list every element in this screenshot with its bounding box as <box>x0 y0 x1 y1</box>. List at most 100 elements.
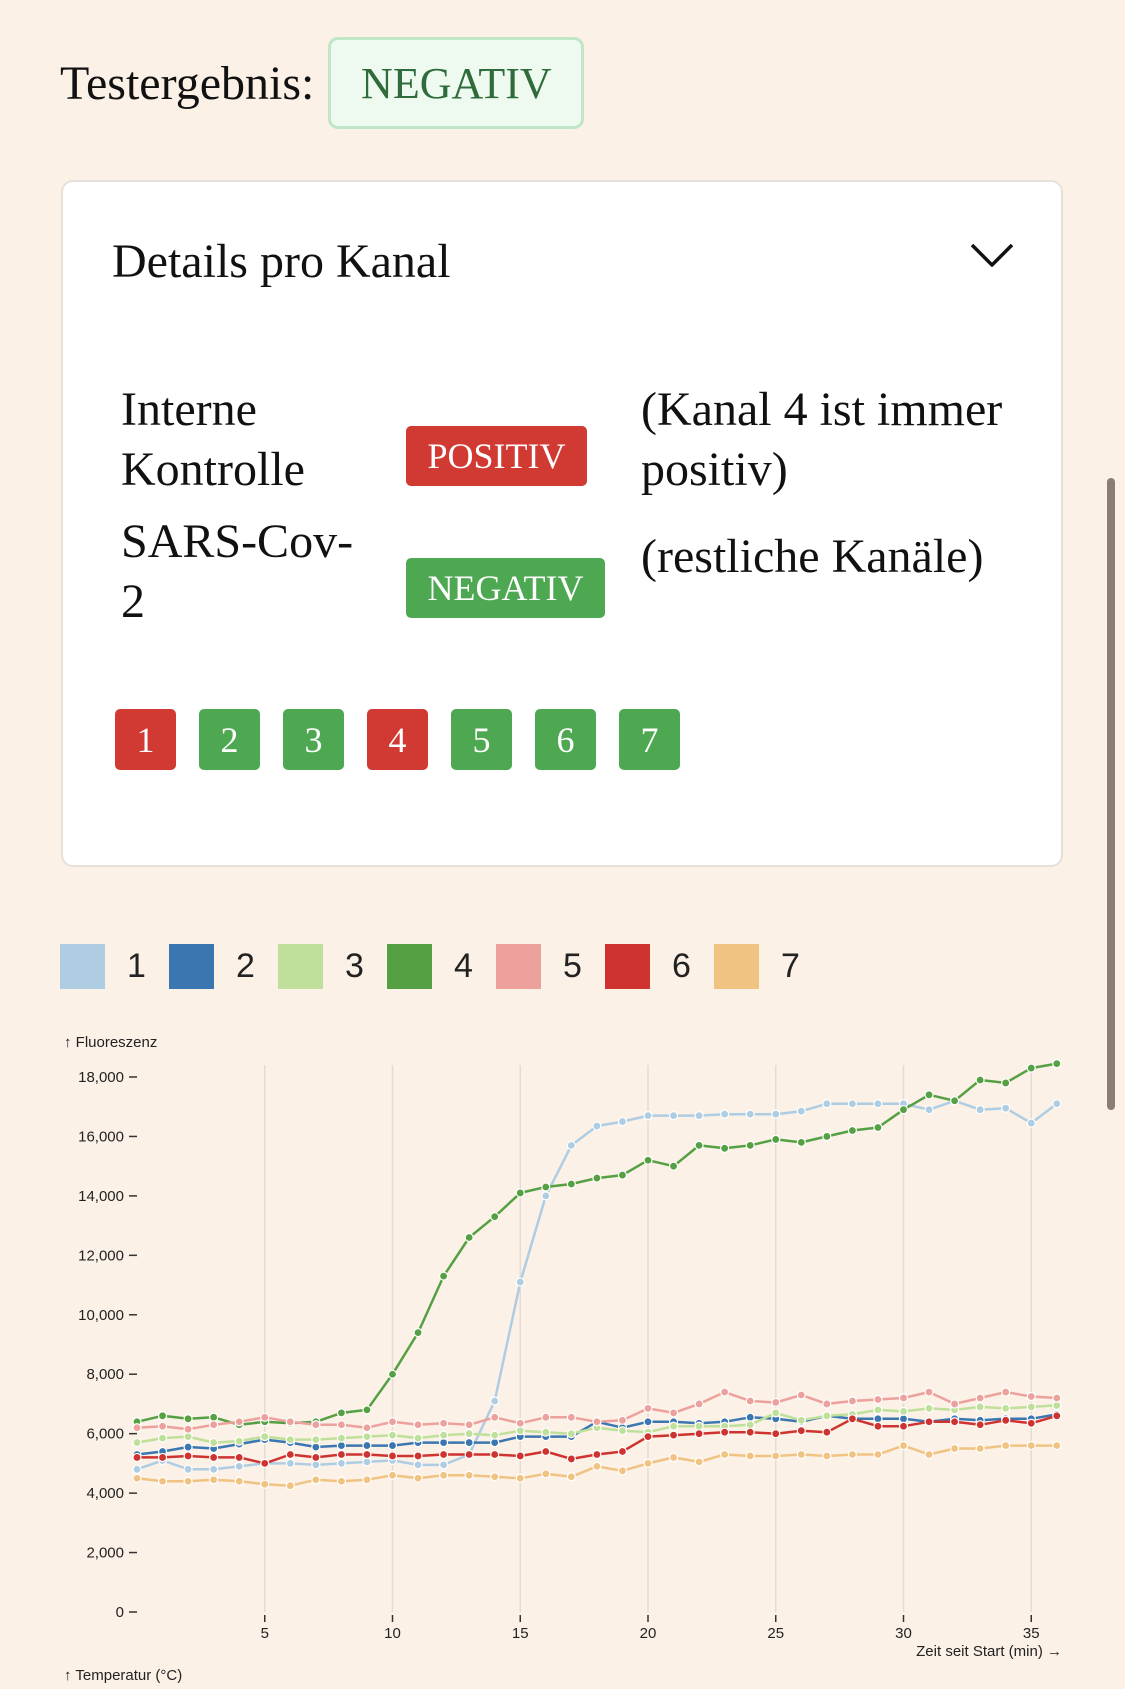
y-axis-label: ↑ Fluoreszenz <box>64 1034 157 1051</box>
series-3-point <box>464 1429 474 1439</box>
series-5-point <box>873 1394 883 1405</box>
series-7-point <box>311 1475 321 1485</box>
series-5-point <box>387 1417 398 1427</box>
series-4-point <box>209 1412 219 1422</box>
series-5-point <box>1001 1387 1011 1397</box>
series-1-point <box>439 1460 449 1470</box>
series-5-point <box>592 1417 602 1427</box>
series-7-point <box>617 1466 628 1476</box>
series-7-point <box>847 1449 858 1460</box>
legend-item-2[interactable]: 2 <box>169 944 278 989</box>
series-7-point <box>464 1470 474 1480</box>
series-7-point <box>157 1476 168 1486</box>
status-badge-sars: NEGATIV <box>406 558 605 618</box>
series-5-point <box>439 1418 449 1428</box>
series-3-point <box>311 1435 321 1445</box>
series-1-point <box>822 1099 832 1109</box>
series-4-point <box>643 1155 653 1165</box>
series-5-point <box>847 1396 858 1406</box>
series-3-point <box>132 1437 142 1448</box>
test-result-label: Testergebnis: <box>60 56 315 110</box>
test-result-row: Testergebnis: NEGATIV <box>60 36 585 130</box>
series-4-point <box>668 1161 679 1171</box>
legend-item-7[interactable]: 7 <box>714 944 823 989</box>
chevron-down-icon[interactable] <box>968 240 1016 270</box>
series-5-point <box>209 1420 219 1430</box>
series-6-point <box>694 1429 704 1439</box>
series-3-point <box>387 1430 398 1440</box>
x-tick-label: 30 <box>895 1625 912 1642</box>
series-4-point <box>873 1122 883 1133</box>
series-1-point <box>311 1460 321 1470</box>
legend-label: 6 <box>672 947 691 985</box>
series-5-point <box>362 1423 372 1433</box>
scrollbar-thumb[interactable] <box>1107 478 1115 1110</box>
series-1-point <box>413 1460 423 1470</box>
series-4-point <box>1052 1059 1062 1069</box>
series-3-point <box>490 1430 500 1440</box>
legend-label: 1 <box>127 947 146 985</box>
series-6-point <box>847 1414 858 1424</box>
legend-item-4[interactable]: 4 <box>387 944 496 989</box>
series-5-point <box>413 1420 423 1430</box>
legend-item-6[interactable]: 6 <box>605 944 714 989</box>
series-1-point <box>515 1277 525 1287</box>
series-6-point <box>490 1449 500 1460</box>
y-tick-label: 0 <box>116 1604 124 1621</box>
series-2-point <box>873 1414 883 1424</box>
series-4-point <box>1001 1078 1011 1088</box>
legend-item-1[interactable]: 1 <box>60 944 169 989</box>
series-4-point <box>541 1182 551 1192</box>
series-7-point <box>515 1473 525 1483</box>
series-1-point <box>668 1111 679 1121</box>
series-5-point <box>1052 1393 1062 1403</box>
series-7-point <box>490 1472 500 1482</box>
series-2-point <box>898 1414 909 1424</box>
series-4-point <box>413 1328 423 1338</box>
legend-swatch <box>60 944 105 989</box>
series-5-point <box>949 1399 960 1409</box>
series-7-point <box>1001 1440 1011 1451</box>
series-4-point <box>771 1134 781 1145</box>
series-4-point <box>720 1143 730 1153</box>
series-3-point <box>439 1430 449 1440</box>
series-4-point <box>490 1212 500 1222</box>
series-3-point <box>515 1426 525 1436</box>
row-label-control: Interne Kontrolle <box>121 383 305 496</box>
y-tick-label: 4,000 <box>86 1485 124 1502</box>
channel-3-badge[interactable]: 3 <box>283 709 344 770</box>
series-7-point <box>873 1449 883 1460</box>
series-2-point <box>490 1437 500 1448</box>
series-6-point <box>541 1446 551 1457</box>
legend-item-3[interactable]: 3 <box>278 944 387 989</box>
channel-1-badge[interactable]: 1 <box>115 709 176 770</box>
series-4-point <box>1026 1063 1036 1073</box>
channel-4-badge[interactable]: 4 <box>367 709 428 770</box>
series-5-point <box>745 1396 755 1406</box>
series-4-point <box>617 1170 628 1180</box>
series-1-point <box>183 1464 193 1474</box>
series-7-point <box>592 1461 602 1471</box>
series-7-point <box>209 1475 219 1485</box>
series-4-point <box>157 1411 168 1421</box>
series-5-point <box>464 1420 474 1430</box>
series-4-point <box>822 1131 832 1142</box>
series-6-point <box>285 1449 295 1460</box>
series-7-point <box>285 1481 295 1491</box>
legend-item-5[interactable]: 5 <box>496 944 605 989</box>
channel-6-badge[interactable]: 6 <box>535 709 596 770</box>
series-3-point <box>975 1402 985 1412</box>
series-2-point <box>336 1440 346 1451</box>
series-6-point <box>592 1449 602 1460</box>
series-7-point <box>720 1449 730 1460</box>
series-7-point <box>362 1475 372 1485</box>
series-6-point <box>362 1449 372 1460</box>
channel-5-badge[interactable]: 5 <box>451 709 512 770</box>
channel-7-badge[interactable]: 7 <box>619 709 680 770</box>
channel-2-badge[interactable]: 2 <box>199 709 260 770</box>
series-3-point <box>771 1408 781 1418</box>
series-2-point <box>464 1437 474 1448</box>
series-5-point <box>1026 1391 1036 1402</box>
legend-swatch <box>387 944 432 989</box>
series-6-point <box>898 1421 909 1431</box>
